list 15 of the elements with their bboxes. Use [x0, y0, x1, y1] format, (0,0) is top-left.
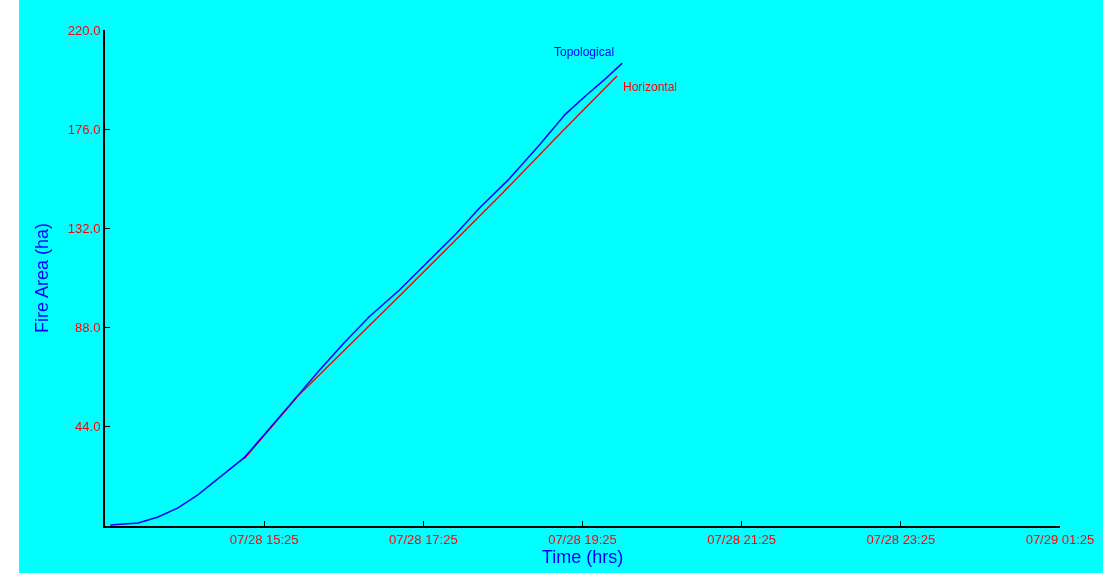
y-tick-label: 220.0 [67, 22, 101, 38]
series-label: Topological [554, 45, 615, 59]
y-tick-label: 88.0 [75, 320, 101, 336]
series-label: Horizontal [623, 80, 678, 94]
x-axis-title: Time (hrs) [541, 546, 624, 567]
x-tick-label: 07/28 17:25 [388, 531, 458, 547]
y-tick-label: 176.0 [67, 121, 101, 137]
y-tick-label: 44.0 [75, 419, 101, 435]
y-tick-label: 132.0 [67, 220, 101, 236]
y-axis-title: Fire Area (ha) [31, 222, 52, 334]
x-tick-label: 07/28 21:25 [707, 531, 777, 547]
x-tick-label: 07/28 23:25 [866, 531, 936, 547]
x-tick-label: 07/28 15:25 [229, 531, 299, 547]
x-tick-label: 07/28 19:25 [548, 531, 617, 547]
x-tick-label: 07/29 01:25 [1025, 531, 1095, 547]
